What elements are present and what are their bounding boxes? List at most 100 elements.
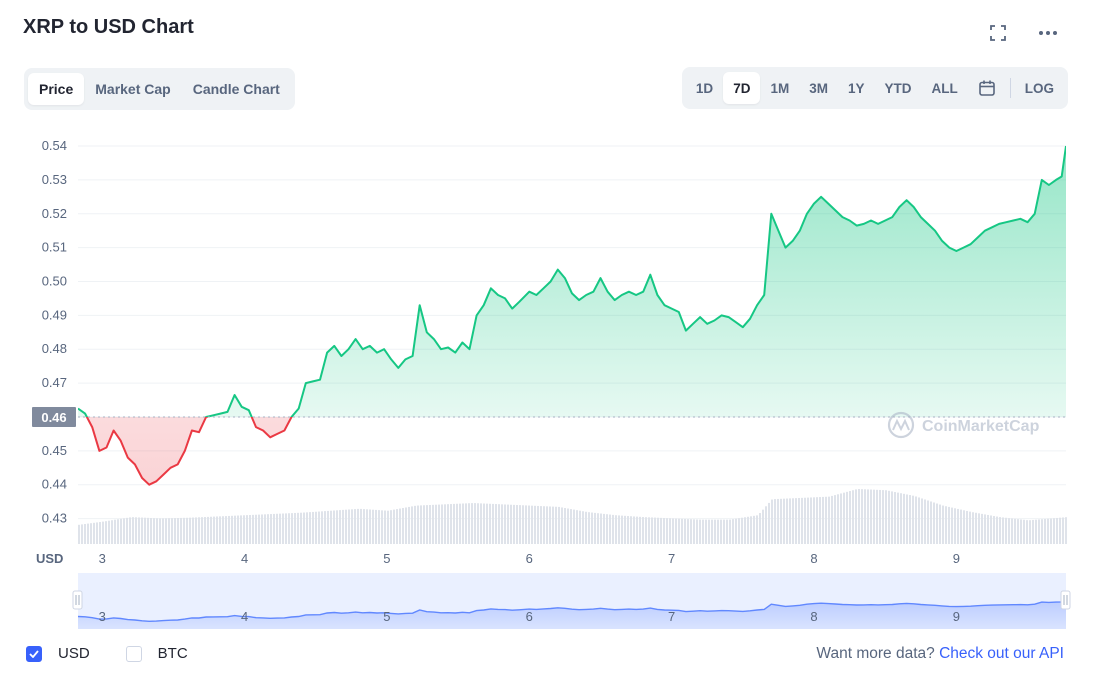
volume-bar [846, 491, 848, 544]
calendar-icon[interactable] [968, 72, 1006, 104]
volume-bar [129, 517, 131, 544]
navigator-handle[interactable] [72, 590, 83, 610]
volume-bar [582, 511, 584, 544]
range-all[interactable]: ALL [931, 80, 958, 96]
volume-bar [234, 515, 236, 544]
volume-bar [525, 505, 527, 544]
range-ytd[interactable]: YTD [884, 80, 912, 96]
tab-candle-chart[interactable]: Candle Chart [192, 81, 280, 97]
volume-bar [522, 505, 524, 544]
volume-bar [897, 492, 899, 544]
volume-bar [936, 503, 938, 544]
usd-checkbox[interactable]: USD [26, 645, 90, 662]
reference-label-bg [32, 406, 76, 427]
volume-bar [345, 509, 347, 544]
volume-bar [579, 510, 581, 544]
volume-bar [291, 513, 293, 544]
volume-bar [117, 519, 119, 544]
volume-bar [108, 520, 110, 544]
volume-bar [309, 512, 311, 544]
range-1m[interactable]: 1M [770, 80, 790, 96]
price-area-up [78, 146, 1066, 417]
tab-price[interactable]: Price [28, 73, 85, 105]
volume-bar [990, 515, 992, 544]
btc-checkbox[interactable]: BTC [125, 645, 188, 662]
volume-bar [390, 510, 392, 544]
api-link[interactable]: Check out our API [939, 645, 1064, 662]
volume-bar [423, 505, 425, 544]
volume-bar [519, 505, 521, 544]
handle-grip [1060, 590, 1071, 610]
volume-bar [294, 512, 296, 544]
volume-bar [540, 506, 542, 544]
volume-bar [147, 517, 149, 544]
volume-bar [813, 497, 815, 544]
volume-bar [87, 523, 89, 544]
volume-bar [438, 504, 440, 544]
volume-bar [999, 517, 1001, 544]
x-tick-label: 4 [241, 551, 248, 566]
y-tick-label: 0.53 [42, 172, 67, 187]
log-scale-toggle[interactable]: LOG [1024, 80, 1054, 96]
volume-bar [567, 508, 569, 544]
volume-bar [327, 510, 329, 544]
more-horizontal-icon[interactable] [1037, 22, 1059, 44]
volume-bar [789, 498, 791, 544]
range-7d[interactable]: 7D [723, 72, 761, 104]
volume-bar [873, 489, 875, 544]
volume-bar [342, 509, 344, 544]
volume-bar [825, 496, 827, 544]
check-icon [26, 645, 42, 662]
logo-circle [887, 411, 915, 439]
volume-bar [693, 519, 695, 544]
volume-bar [321, 511, 323, 544]
volume-bar [678, 518, 680, 544]
volume-bar [798, 498, 800, 544]
volume-bar [96, 522, 98, 544]
range-1y[interactable]: 1Y [847, 80, 865, 96]
range-1d[interactable]: 1D [695, 80, 714, 96]
volume-bar [495, 504, 497, 544]
volume-bar [405, 507, 407, 544]
volume-bar [867, 489, 869, 544]
volume-bar [1047, 518, 1049, 544]
volume-bar [204, 517, 206, 544]
x-tick-label: 7 [668, 551, 675, 566]
volume-bar [180, 517, 182, 544]
volume-bar [627, 516, 629, 544]
volume-bar [894, 492, 896, 544]
volume-bar [255, 514, 257, 544]
volume-bar [765, 506, 767, 544]
volume-bar [573, 509, 575, 544]
volume-bar [339, 510, 341, 544]
x-tick-label: 3 [99, 551, 106, 566]
volume-bar [723, 519, 725, 544]
fullscreen-icon[interactable] [987, 22, 1009, 44]
tab-market-cap[interactable]: Market Cap [95, 81, 171, 97]
volume-bar [447, 504, 449, 544]
navigator-handle[interactable] [1060, 590, 1071, 610]
volume-bar [300, 512, 302, 544]
volume-bar [240, 515, 242, 544]
range-3m[interactable]: 3M [809, 80, 828, 96]
volume-bar [426, 505, 428, 544]
volume-bar [879, 489, 881, 544]
volume-bar [414, 505, 416, 544]
volume-bar [651, 517, 653, 544]
volume-bar [792, 498, 794, 544]
volume-bar [510, 504, 512, 544]
volume-bar [81, 524, 83, 544]
volume-bar [603, 513, 605, 544]
volume-bar [84, 524, 86, 544]
volume-bar [282, 513, 284, 544]
more-data-text: Want more data? [816, 645, 935, 662]
y-tick-label: 0.49 [42, 307, 67, 322]
volume-bar [270, 514, 272, 544]
volume-bar [951, 507, 953, 544]
volume-bar [663, 518, 665, 544]
volume-bar [411, 506, 413, 544]
volume-bar [1029, 520, 1031, 544]
volume-bar [714, 519, 716, 544]
volume-bar [996, 516, 998, 544]
